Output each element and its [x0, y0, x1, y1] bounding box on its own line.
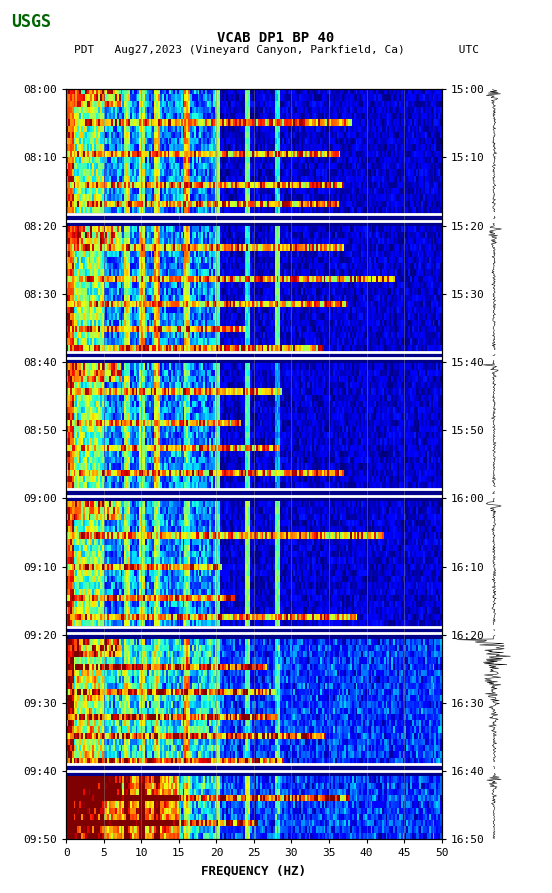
- X-axis label: FREQUENCY (HZ): FREQUENCY (HZ): [201, 864, 306, 877]
- Text: VCAB DP1 BP 40: VCAB DP1 BP 40: [217, 31, 335, 46]
- Text: USGS: USGS: [11, 13, 51, 31]
- Text: PDT   Aug27,2023 (Vineyard Canyon, Parkfield, Ca)        UTC: PDT Aug27,2023 (Vineyard Canyon, Parkfie…: [73, 45, 479, 54]
